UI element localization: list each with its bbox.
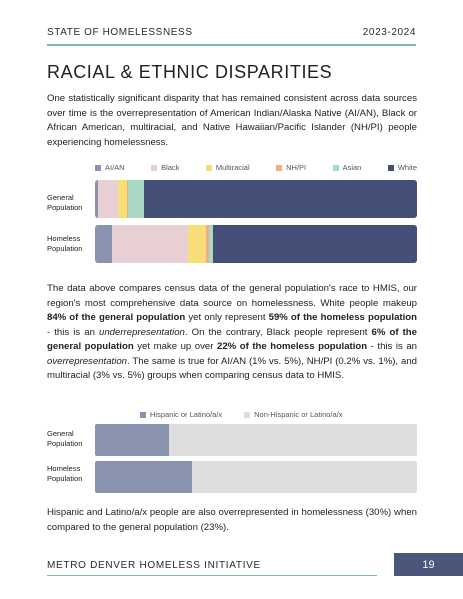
report-title: STATE OF HOMELESSNESS [47,27,193,38]
ethnicity-bar-homeless [95,461,417,493]
bar-segment-asian [209,225,213,263]
closing-paragraph: Hispanic and Latino/a/x people are also … [47,507,417,533]
footer-divider [47,575,377,576]
analysis-text: - this is an [367,341,418,352]
bar-segment-non-hispanic-or-latino-a-x [169,424,417,456]
ethnicity-chart-row-label-general: General Population [47,429,83,448]
legend-swatch [140,411,146,418]
analysis-text: yet make up over [133,341,218,352]
legend-label: Non-Hispanic or Latino/a/x [254,410,343,419]
legend-item-hispanic: Hispanic or Latino/a/x [140,410,222,419]
page-header: STATE OF HOMELESSNESS 2023-2024 [47,27,416,43]
report-year: 2023-2024 [362,27,416,38]
bar-segment-asian [128,180,145,218]
legend-swatch [387,164,394,171]
analysis-paragraph: The data above compares census data of t… [47,282,417,384]
analysis-italic: underrepresentation [99,326,185,338]
race-bar-homeless [95,225,417,263]
legend-label: NH/PI [286,163,307,172]
legend-item-multiracial: Multiracial [205,163,250,172]
section-title: RACIAL & ETHNIC DISPARITIES [47,62,333,82]
legend-item-aian: AI/AN [95,163,125,172]
legend-label: AI/AN [105,163,125,172]
bar-segment-ai-an [95,225,113,263]
legend-label: Black [161,163,180,172]
bar-segment-multiracial [117,180,128,218]
legend-item-black: Black [151,163,179,172]
bar-segment-black [98,180,118,218]
bar-segment-hispanic-or-latino-a-x [95,424,170,456]
analysis-italic: overrepresentation [47,355,127,367]
bar-segment-white [144,180,417,218]
ethnicity-bar-general [95,424,417,456]
intro-paragraph: One statistically significant disparity … [47,93,417,148]
legend-item-nhpi: NH/PI [276,163,306,172]
legend-label: Multiracial [215,163,250,172]
ethnicity-chart-legend: Hispanic or Latino/a/x Non-Hispanic or L… [140,410,343,419]
legend-label: Asian [342,163,362,172]
legend-label: White [397,163,417,172]
bar-segment-hispanic-or-latino-a-x [95,461,192,493]
legend-swatch [244,411,251,418]
legend-item-non-hispanic: Non-Hispanic or Latino/a/x [244,410,343,419]
bar-segment-multiracial [188,225,206,263]
legend-item-asian: Asian [332,163,362,172]
race-chart-legend: AI/AN Black Multiracial NH/PI Asian Whit… [95,163,417,172]
footer-org: METRO DENVER HOMELESS INITIATIVE [47,560,261,571]
bar-segment-non-hispanic-or-latino-a-x [191,461,417,493]
bar-segment-ai-an [95,180,99,218]
header-divider [47,44,416,46]
legend-swatch [205,164,212,171]
analysis-text: . The same is true for AI/AN (1% vs. 5%)… [47,355,417,382]
analysis-text: yet only represent [185,312,269,323]
race-chart-row-label-homeless: Homeless Population [47,234,83,253]
analysis-emphasis: 6% of the general population [47,326,417,353]
legend-swatch [95,164,101,171]
legend-swatch [332,164,339,171]
analysis-emphasis: 22% of the homeless population [217,341,368,352]
legend-label: Hispanic or Latino/a/x [150,410,223,419]
analysis-text: - this is an [47,326,99,338]
legend-swatch [276,164,283,171]
ethnicity-chart-row-label-homeless: Homeless Population [47,464,83,483]
analysis-emphasis: 59% of the homeless population [268,312,417,323]
race-chart-row-label-general: General Population [47,193,83,212]
page-number: 19 [394,553,463,576]
bar-segment-nh-pi [127,180,129,218]
legend-swatch [151,164,158,171]
bar-segment-nh-pi [205,225,210,263]
bar-segment-black [112,225,189,263]
analysis-text: The data above compares census data of t… [47,283,417,309]
race-bar-general [95,180,417,218]
analysis-emphasis: 84% of the general population [47,312,186,323]
bar-segment-white [212,225,417,263]
legend-item-white: White [387,163,417,172]
analysis-text: . On the contrary, Black people represen… [184,326,372,338]
